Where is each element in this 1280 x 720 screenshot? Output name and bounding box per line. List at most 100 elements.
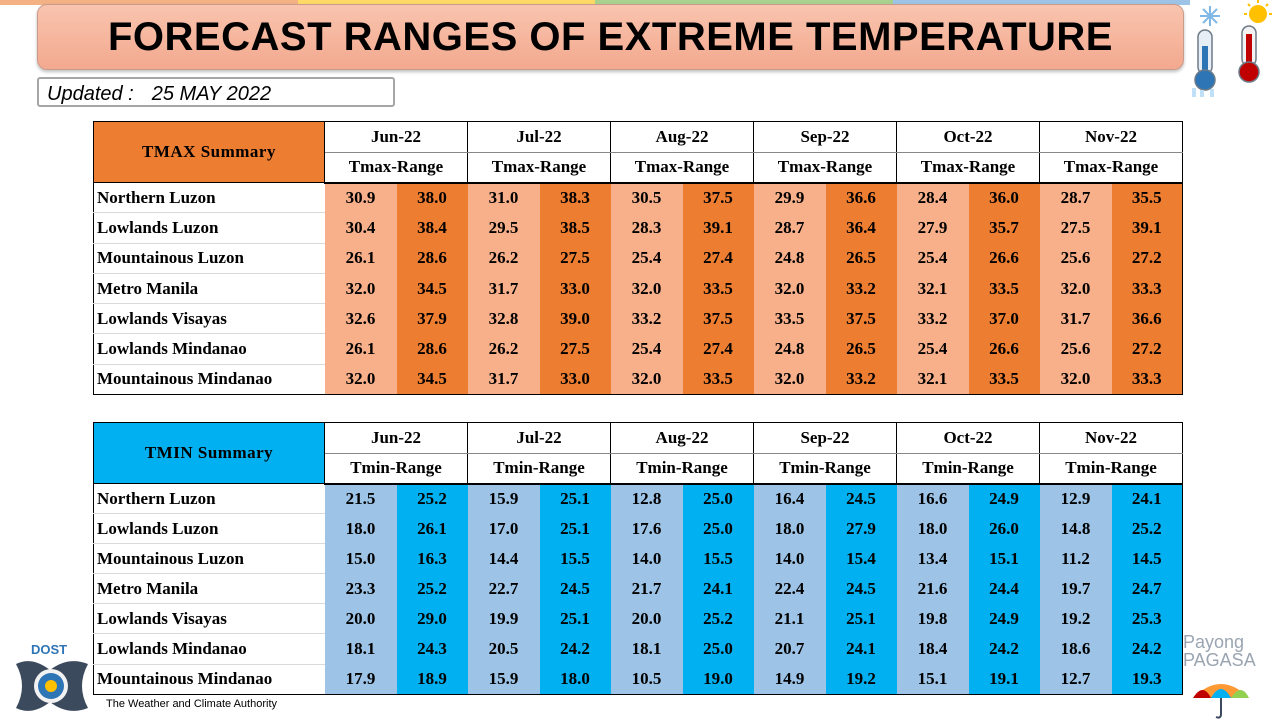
range-max-cell: 27.5	[539, 333, 611, 365]
range-min-cell: 29.9	[753, 182, 826, 213]
tmax-month-header: Nov-22	[1039, 121, 1183, 153]
tmax-month-header: Oct-22	[896, 121, 1040, 153]
range-min-cell: 18.4	[896, 633, 969, 665]
title-banner: FORECAST RANGES OF EXTREME TEMPERATURE	[37, 4, 1184, 70]
range-min-cell: 19.7	[1039, 573, 1112, 604]
table-row: Mountainous Luzon 26.1 28.6 26.2 27.5 25.4 27.…	[93, 243, 1183, 274]
range-max-cell: 25.2	[396, 483, 468, 514]
range-min-cell: 31.0	[467, 182, 540, 213]
range-min-cell: 17.0	[467, 513, 540, 544]
range-min-cell: 28.4	[896, 182, 969, 213]
range-min-cell: 21.7	[610, 573, 683, 604]
range-max-cell: 33.3	[1111, 273, 1183, 304]
tmax-month-header: Jul-22	[467, 121, 611, 153]
tmax-summary-table: TMAX Summary Jun-22 Jul-22 Aug-22 Sep-22…	[93, 121, 1183, 396]
range-max-cell: 37.9	[396, 303, 468, 334]
range-max-cell: 18.0	[539, 664, 611, 695]
range-min-cell: 25.4	[610, 243, 683, 274]
range-max-cell: 25.1	[825, 603, 897, 634]
region-name: Metro Manila	[93, 573, 325, 605]
tmin-range-label: Tmin-Range	[324, 453, 468, 485]
region-name: Mountainous Mindanao	[93, 664, 325, 695]
tmax-range-label: Tmax-Range	[324, 152, 468, 184]
range-min-cell: 14.0	[753, 543, 826, 574]
dost-logo: DOST The Weather and Climate Authority	[12, 642, 312, 718]
range-max-cell: 28.6	[396, 333, 468, 365]
range-max-cell: 24.1	[1111, 483, 1183, 514]
range-min-cell: 26.1	[324, 243, 397, 274]
range-max-cell: 27.2	[1111, 243, 1183, 274]
tmin-summary-title: TMIN Summary	[93, 422, 325, 484]
range-max-cell: 24.5	[825, 483, 897, 514]
hot-thermometer-icon	[1232, 0, 1280, 90]
range-min-cell: 23.3	[324, 573, 397, 604]
range-min-cell: 32.1	[896, 273, 969, 304]
range-max-cell: 25.0	[682, 513, 754, 544]
tmin-summary-table: TMIN Summary Jun-22 Jul-22 Aug-22 Sep-22…	[93, 422, 1183, 695]
range-min-cell: 32.0	[324, 273, 397, 304]
range-min-cell: 26.1	[324, 333, 397, 365]
range-max-cell: 26.6	[968, 333, 1040, 365]
range-max-cell: 38.3	[539, 182, 611, 213]
table-row: Northern Luzon 30.9 38.0 31.0 38.3 30.5 37.5 29…	[93, 182, 1183, 214]
tmax-range-label: Tmax-Range	[610, 152, 754, 184]
range-min-cell: 18.0	[896, 513, 969, 544]
region-name: Lowlands Mindanao	[93, 333, 325, 365]
range-min-cell: 20.0	[610, 603, 683, 634]
tmin-range-label: Tmin-Range	[753, 453, 897, 485]
range-min-cell: 21.5	[324, 483, 397, 514]
tmin-month-header: Jun-22	[324, 422, 468, 454]
range-max-cell: 27.4	[682, 333, 754, 365]
range-min-cell: 11.2	[1039, 543, 1112, 574]
table-row: Lowlands Luzon 18.0 26.1 17.0 25.1 17.6 25.0 18…	[93, 513, 1183, 545]
range-min-cell: 17.9	[324, 664, 397, 695]
range-max-cell: 36.6	[825, 182, 897, 213]
dost-text: DOST	[31, 642, 68, 657]
tmin-month-header: Oct-22	[896, 422, 1040, 454]
region-name: Lowlands Luzon	[93, 212, 325, 244]
range-max-cell: 35.5	[1111, 182, 1183, 213]
range-min-cell: 31.7	[467, 273, 540, 304]
region-name: Lowlands Visayas	[93, 603, 325, 635]
region-name: Mountainous Luzon	[93, 243, 325, 274]
tmax-range-label: Tmax-Range	[896, 152, 1040, 184]
range-max-cell: 39.1	[1111, 212, 1183, 244]
page-title: FORECAST RANGES OF EXTREME TEMPERATURE	[108, 14, 1113, 59]
range-max-cell: 25.3	[1111, 603, 1183, 634]
tmax-summary-title: TMAX Summary	[93, 121, 325, 183]
table-row: Lowlands Visayas 20.0 29.0 19.9 25.1 20.0 25.2…	[93, 603, 1183, 635]
range-max-cell: 15.5	[539, 543, 611, 574]
range-min-cell: 33.5	[753, 303, 826, 334]
region-name: Lowlands Luzon	[93, 513, 325, 545]
updated-date: 25 MAY 2022	[151, 83, 272, 105]
range-max-cell: 25.1	[539, 483, 611, 514]
table-row: Northern Luzon 21.5 25.2 15.9 25.1 12.8 25.0 16…	[93, 483, 1183, 515]
range-max-cell: 19.1	[968, 664, 1040, 695]
tmax-month-header: Jun-22	[324, 121, 468, 153]
range-max-cell: 25.2	[396, 573, 468, 604]
range-max-cell: 33.3	[1111, 364, 1183, 396]
pagasa-text: PAGASA	[1183, 650, 1256, 670]
range-min-cell: 30.4	[324, 212, 397, 244]
range-max-cell: 19.0	[682, 664, 754, 695]
range-max-cell: 33.5	[682, 273, 754, 304]
table-row: Mountainous Mindanao 32.0 34.5 31.7 33.0 32.0…	[93, 364, 1183, 396]
tmax-range-label: Tmax-Range	[467, 152, 611, 184]
range-max-cell: 33.5	[968, 273, 1040, 304]
range-min-cell: 33.2	[610, 303, 683, 334]
range-max-cell: 37.0	[968, 303, 1040, 334]
range-min-cell: 15.9	[467, 664, 540, 695]
range-max-cell: 26.5	[825, 243, 897, 274]
range-max-cell: 24.1	[682, 573, 754, 604]
range-min-cell: 10.5	[610, 664, 683, 695]
range-min-cell: 21.1	[753, 603, 826, 634]
range-max-cell: 25.2	[1111, 513, 1183, 544]
range-min-cell: 32.6	[324, 303, 397, 334]
range-min-cell: 28.7	[1039, 182, 1112, 213]
range-max-cell: 26.5	[825, 333, 897, 365]
range-max-cell: 18.9	[396, 664, 468, 695]
range-min-cell: 12.9	[1039, 483, 1112, 514]
range-min-cell: 13.4	[896, 543, 969, 574]
payong-text: Payong	[1183, 632, 1245, 652]
thermometer-icons	[1188, 2, 1278, 97]
